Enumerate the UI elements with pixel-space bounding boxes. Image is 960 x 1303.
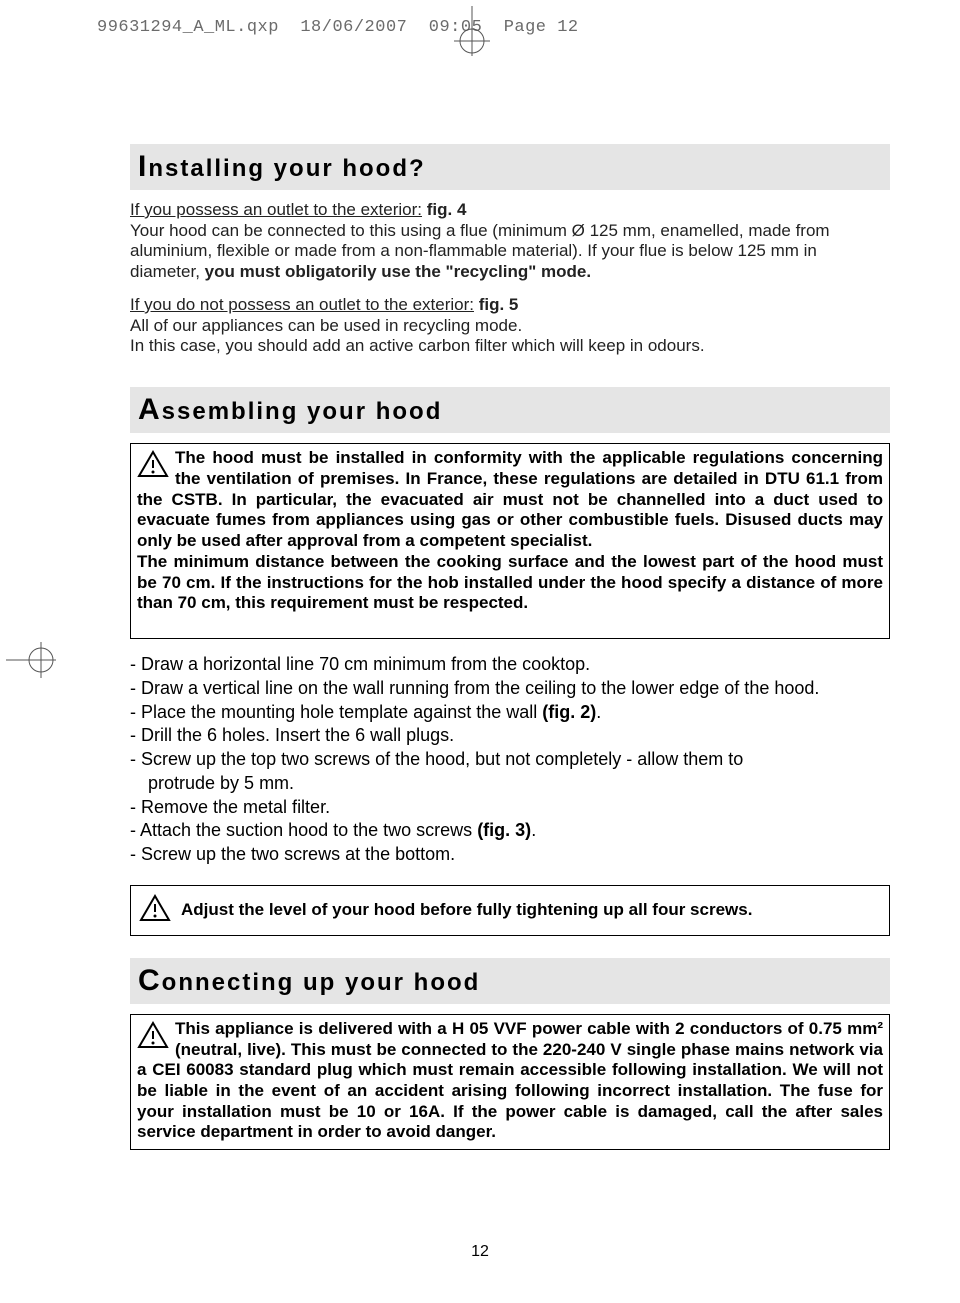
section-title-assembling: Assembling your hood bbox=[130, 387, 890, 433]
step-1: - Draw a horizontal line 70 cm minimum f… bbox=[130, 653, 890, 677]
installing-p1: If you possess an outlet to the exterior… bbox=[130, 200, 890, 283]
title3-first-letter: C bbox=[138, 964, 162, 997]
crop-mark-top-icon bbox=[452, 6, 492, 56]
connecting-warning-box: This appliance is delivered with a H 05 … bbox=[130, 1014, 890, 1150]
p1-underline: If you possess an outlet to the exterior… bbox=[130, 200, 422, 219]
header-date: 18/06/2007 bbox=[300, 18, 407, 37]
header-page: Page 12 bbox=[504, 18, 579, 37]
p2-bold: you must obligatorily use the "recycling… bbox=[205, 262, 591, 281]
crop-mark-left-icon bbox=[6, 640, 56, 685]
installing-p2: If you do not possess an outlet to the e… bbox=[130, 295, 890, 357]
step-7: - Attach the suction hood to the two scr… bbox=[130, 819, 890, 843]
title2-rest: ssembling your hood bbox=[162, 398, 443, 425]
adjust-warning-box: Adjust the level of your hood before ful… bbox=[130, 885, 890, 936]
p3-underline: If you do not possess an outlet to the e… bbox=[130, 295, 474, 314]
page: 99631294_A_ML.qxp 18/06/2007 09:05 Page … bbox=[0, 0, 960, 1303]
assembly-steps: - Draw a horizontal line 70 cm minimum f… bbox=[130, 653, 890, 867]
p4: All of our appliances can be used in rec… bbox=[130, 316, 522, 335]
step-6: - Remove the metal filter. bbox=[130, 796, 890, 820]
step-4: - Drill the 6 holes. Insert the 6 wall p… bbox=[130, 724, 890, 748]
title-rest: nstalling your hood? bbox=[148, 155, 425, 182]
connecting-warning-text: This appliance is delivered with a H 05 … bbox=[137, 1019, 883, 1142]
assembling-warning-box: The hood must be installed in conformity… bbox=[130, 443, 890, 639]
print-header: 99631294_A_ML.qxp 18/06/2007 09:05 Page … bbox=[97, 18, 579, 37]
step-2: - Draw a vertical line on the wall runni… bbox=[130, 677, 890, 701]
header-filename: 99631294_A_ML.qxp bbox=[97, 18, 279, 37]
title-first-letter: I bbox=[138, 150, 148, 183]
p3-fig: fig. 5 bbox=[479, 295, 519, 314]
adjust-warning-text: Adjust the level of your hood before ful… bbox=[181, 900, 752, 920]
warning-icon bbox=[139, 894, 171, 927]
step-5: - Screw up the top two screws of the hoo… bbox=[130, 748, 890, 772]
assembling-warning-text: The hood must be installed in conformity… bbox=[137, 448, 883, 612]
section-title-connecting: Connecting up your hood bbox=[130, 958, 890, 1004]
step-8: - Screw up the two screws at the bottom. bbox=[130, 843, 890, 867]
title2-first-letter: A bbox=[138, 393, 162, 426]
p1-fig: fig. 4 bbox=[427, 200, 467, 219]
step-5b: protrude by 5 mm. bbox=[130, 772, 890, 796]
title3-rest: onnecting up your hood bbox=[162, 969, 481, 996]
warning-icon bbox=[137, 1021, 169, 1055]
content-area: Installing your hood? If you possess an … bbox=[130, 144, 890, 1150]
warning-icon bbox=[137, 450, 169, 484]
page-number: 12 bbox=[0, 1243, 960, 1261]
p5: In this case, you should add an active c… bbox=[130, 336, 705, 355]
section-title-installing: Installing your hood? bbox=[130, 144, 890, 190]
step-3: - Place the mounting hole template again… bbox=[130, 701, 890, 725]
